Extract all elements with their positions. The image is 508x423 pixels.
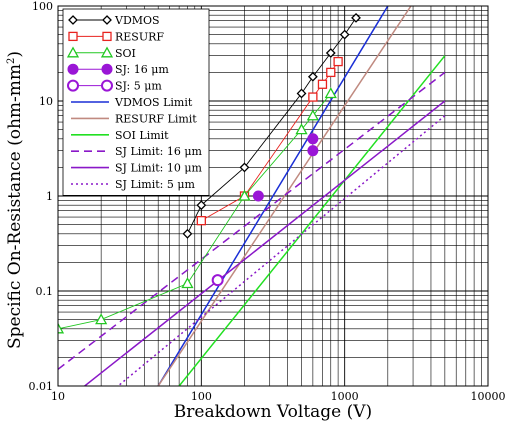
series-sj-16-m xyxy=(252,133,319,202)
series-connector xyxy=(187,17,357,235)
legend-marker xyxy=(100,46,114,58)
legend-marker xyxy=(101,79,113,92)
x-tick-label: 10000 xyxy=(471,390,506,403)
series-resurf-limit xyxy=(157,6,412,386)
legend-label: RESURF xyxy=(115,30,164,43)
data-point xyxy=(351,12,361,23)
plot-area xyxy=(58,6,446,386)
data-point xyxy=(325,48,336,58)
y-tick-label: 0.01 xyxy=(29,380,54,393)
data-point xyxy=(182,228,193,239)
series-sj-5-m xyxy=(211,274,224,287)
series-soi xyxy=(58,87,337,334)
data-point xyxy=(306,109,319,121)
legend-marker xyxy=(102,31,112,42)
data-point xyxy=(239,162,250,173)
series-resurf xyxy=(196,56,343,226)
series-sj-limit-5-m xyxy=(116,115,446,386)
legend-entry: SJ Limit: 5 μm xyxy=(71,178,195,191)
axis-ticks: 10 100 1000 10000 0.01 0.1 1 10 100 xyxy=(29,0,506,403)
legend-entry: SJ Limit: 16 μm xyxy=(71,145,202,158)
x-axis-label: Breakdown Voltage (V) xyxy=(174,402,372,422)
data-point xyxy=(307,145,319,157)
legend-label: SJ Limit: 5 μm xyxy=(115,178,195,191)
y-axis-label-main: Specific On-Resistance (ohm-mm xyxy=(5,64,25,349)
legend-marker xyxy=(68,31,78,42)
legend-entry: SJ: 16 μm xyxy=(67,63,169,76)
data-point xyxy=(307,133,319,145)
series-soi-limit xyxy=(178,55,446,386)
legend-label: SJ Limit: 10 μm xyxy=(115,162,202,175)
y-tick-label: 100 xyxy=(32,0,53,13)
series-line xyxy=(83,100,446,386)
plot-frame xyxy=(57,5,489,387)
legend-label: SJ Limit: 16 μm xyxy=(115,145,202,158)
data-point xyxy=(95,313,108,325)
y-axis-label-tail: ) xyxy=(5,51,25,58)
legend-label: VDMOS Limit xyxy=(114,96,193,109)
data-point xyxy=(324,87,337,99)
legend-label: VDMOS xyxy=(114,14,160,27)
legend-label: SJ: 5 μm xyxy=(115,80,162,93)
data-point xyxy=(339,29,350,40)
legend-label: RESURF Limit xyxy=(115,112,197,125)
legend-entry: SOI Limit xyxy=(71,129,169,142)
data-point xyxy=(307,71,318,82)
y-axis-label: Specific On-Resistance (ohm-mm2) xyxy=(5,51,25,349)
legend-marker xyxy=(67,63,79,75)
legend-label: SOI xyxy=(115,47,136,60)
data-point xyxy=(308,92,318,102)
series-line xyxy=(157,6,412,386)
data-point xyxy=(196,216,206,226)
data-point xyxy=(295,123,308,135)
legend-marker xyxy=(68,15,78,25)
plot-series xyxy=(58,6,446,386)
y-tick-label: 0.1 xyxy=(36,285,54,298)
series-line xyxy=(157,6,389,386)
legend-entry: SJ Limit: 10 μm xyxy=(71,162,202,175)
legend-marker xyxy=(67,79,79,92)
legend-marker xyxy=(101,63,113,75)
data-point xyxy=(252,190,264,202)
series-line xyxy=(58,71,446,370)
legend: VDMOS RESURF SOI SJ: 16 μm SJ: 5 μm VDMOS Lim… xyxy=(62,8,210,196)
data-point xyxy=(58,322,65,334)
legend-marker xyxy=(102,15,112,25)
data-point xyxy=(296,88,307,99)
data-point xyxy=(317,79,328,89)
data-point xyxy=(196,200,207,211)
legend-marker xyxy=(66,46,80,58)
series-line xyxy=(178,55,446,386)
data-point xyxy=(181,277,194,289)
x-tick-label: 100 xyxy=(191,390,212,403)
series-sj-limit-10-m xyxy=(83,100,446,386)
y-axis-label-sup: 2 xyxy=(6,58,17,64)
legend-entry: VDMOS xyxy=(68,14,160,27)
legend-label: SOI Limit xyxy=(115,129,169,142)
legend-entry: VDMOS Limit xyxy=(71,96,193,109)
series-sj-limit-16-m xyxy=(58,71,446,370)
x-tick-label: 10 xyxy=(51,390,65,403)
legend-entry: RESURF xyxy=(68,30,164,43)
data-point xyxy=(211,274,224,287)
data-point xyxy=(238,189,251,201)
series-vdmos xyxy=(182,12,361,239)
series-line xyxy=(116,115,446,386)
data-point xyxy=(333,56,343,67)
x-tick-label: 1000 xyxy=(331,390,359,403)
y-tick-label: 10 xyxy=(39,95,53,108)
y-tick-label: 1 xyxy=(46,190,53,203)
legend-entry: RESURF Limit xyxy=(71,112,197,125)
data-point xyxy=(326,67,336,78)
legend-entry: SOI xyxy=(66,46,136,60)
series-vdmos-limit xyxy=(157,6,389,386)
legend-entry: SJ: 5 μm xyxy=(67,79,162,93)
legend-label: SJ: 16 μm xyxy=(115,63,169,76)
